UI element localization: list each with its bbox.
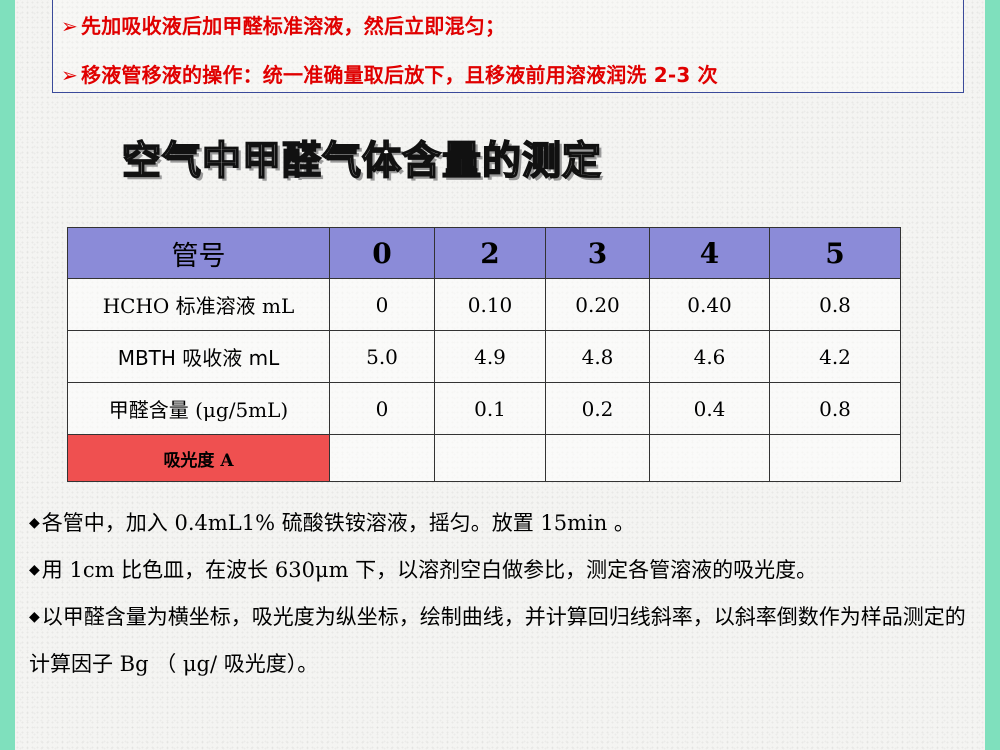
table-cell [649,434,770,482]
table-cell: 0.8 [769,382,901,435]
absorbance-label-cell: 吸光度 A [67,434,330,482]
list-item: ◆以甲醛含量为横坐标，吸光度为纵坐标，绘制曲线，并计算回归线斜率，以斜率倒数作为… [29,594,979,688]
list-item: ◆用 1cm 比色皿，在波长 630μm 下，以溶剂空白做参比，测定各管溶液的吸… [29,547,979,594]
table-cell: 0.4 [649,382,770,435]
arrow-bullet-icon: ➢ [61,14,78,38]
header-cell: 5 [769,227,901,279]
table-cell: 4.9 [434,330,546,383]
table-cell: 0 [329,382,435,435]
slide-title: 空气中甲醛气体含量的测定 [121,138,603,185]
note-1: ➢ 先加吸收液后加甲醛标准溶液，然后立即混匀； [61,10,505,39]
header-cell: 3 [545,227,650,279]
row-label: MBTH 吸收液 mL [67,330,330,383]
table-row: 吸光度 A [67,434,901,482]
table-row: HCHO 标准溶液 mL 0 0.10 0.20 0.40 0.8 [67,278,901,331]
diamond-bullet-icon: ◆ [29,609,40,625]
header-cell: 管号 [67,227,330,279]
note-2: ➢ 移液管移液的操作：统一准确量取后放下，且移液前用溶液润洗 2-3 次 [61,59,718,88]
data-table: 管号 0 2 3 4 5 HCHO 标准溶液 mL 0 0.10 0.20 0.… [67,227,901,482]
notes-box: ➢ 先加吸收液后加甲醛标准溶液，然后立即混匀； ➢ 移液管移液的操作：统一准确量取后… [52,0,964,93]
note-2-text: 移液管移液的操作：统一准确量取后放下，且移液前用溶液润洗 2-3 次 [81,63,718,87]
header-cell: 2 [434,227,546,279]
header-cell: 0 [329,227,435,279]
table-cell: 4.2 [769,330,901,383]
bullet-text: 以甲醛含量为横坐标，吸光度为纵坐标，绘制曲线，并计算回归线斜率，以斜率倒数作为样… [29,605,966,676]
note-1-text: 先加吸收液后加甲醛标准溶液，然后立即混匀； [81,14,506,38]
table-cell: 0.20 [545,278,650,331]
table-cell [329,434,435,482]
table-cell: 4.6 [649,330,770,383]
table-cell: 0.2 [545,382,650,435]
slide: ➢ 先加吸收液后加甲醛标准溶液，然后立即混匀； ➢ 移液管移液的操作：统一准确量取后… [15,0,985,750]
table-row: 甲醛含量 (μg/5mL) 0 0.1 0.2 0.4 0.8 [67,382,901,435]
table-cell: 0.8 [769,278,901,331]
table-cell: 0 [329,278,435,331]
table-cell: 0.40 [649,278,770,331]
diamond-bullet-icon: ◆ [29,515,40,531]
row-label: 甲醛含量 (μg/5mL) [67,382,330,435]
table-cell: 5.0 [329,330,435,383]
arrow-bullet-icon: ➢ [61,63,78,87]
table-row: MBTH 吸收液 mL 5.0 4.9 4.8 4.6 4.2 [67,330,901,383]
table-cell: 4.8 [545,330,650,383]
table-cell [769,434,901,482]
table-cell: 0.1 [434,382,546,435]
table-cell [434,434,546,482]
header-cell: 4 [649,227,770,279]
table-cell: 0.10 [434,278,546,331]
table-header-row: 管号 0 2 3 4 5 [67,227,901,279]
bullet-text: 用 1cm 比色皿，在波长 630μm 下，以溶剂空白做参比，测定各管溶液的吸光… [41,558,818,582]
row-label: HCHO 标准溶液 mL [67,278,330,331]
bullet-text: 各管中，加入 0.4mL1% 硫酸铁铵溶液，摇匀。放置 15min 。 [41,511,635,535]
list-item: ◆各管中，加入 0.4mL1% 硫酸铁铵溶液，摇匀。放置 15min 。 [29,500,979,547]
instruction-list: ◆各管中，加入 0.4mL1% 硫酸铁铵溶液，摇匀。放置 15min 。 ◆用 … [29,500,979,688]
diamond-bullet-icon: ◆ [29,562,40,578]
table-cell [545,434,650,482]
